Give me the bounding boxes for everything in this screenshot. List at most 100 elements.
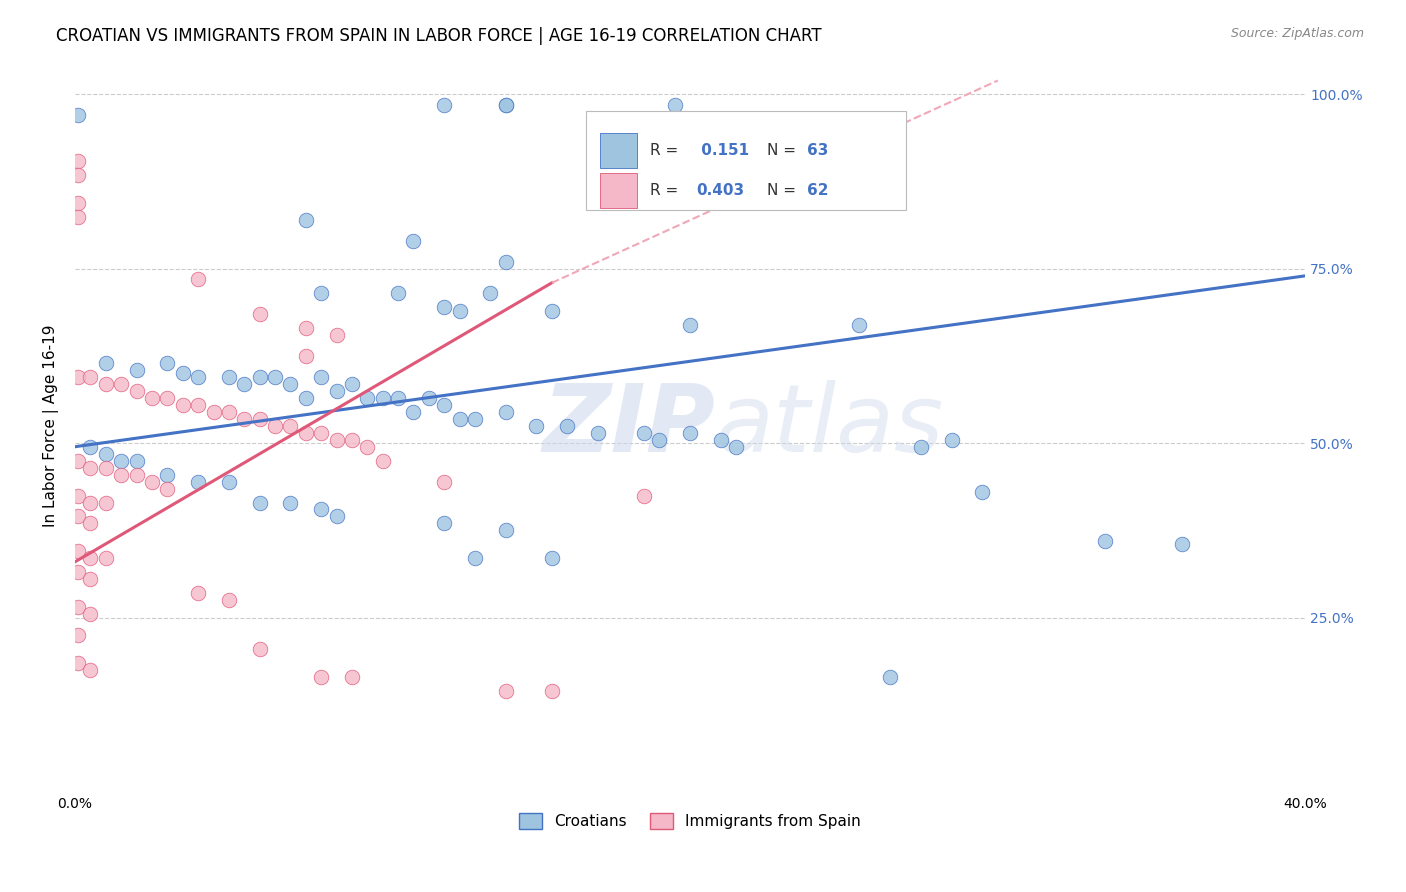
Point [264,418,287,433]
Point [172,367,194,381]
Point [449,303,471,318]
Point [1371,495,1393,509]
Point [233,376,256,391]
Point [125,363,148,377]
Point [371,391,394,405]
Point [294,391,316,405]
Point [633,425,655,440]
Point [67,370,90,384]
Point [495,524,517,538]
Text: 63: 63 [807,143,828,158]
Point [94,460,117,475]
Point [125,384,148,398]
Point [433,516,456,531]
Point [725,440,748,454]
Point [402,234,425,248]
Point [249,642,271,657]
Point [67,210,90,224]
Point [94,495,117,509]
Point [187,586,209,600]
Point [495,98,517,112]
Text: atlas: atlas [714,380,943,471]
Point [79,440,101,454]
Point [495,98,517,112]
Point [972,485,994,500]
Point [79,370,101,384]
Point [233,412,256,426]
Point [67,509,90,524]
Point [387,286,409,301]
Point [495,255,517,269]
Legend: Croatians, Immigrants from Spain: Croatians, Immigrants from Spain [513,807,868,836]
Point [309,425,332,440]
Point [67,195,90,210]
Point [1094,533,1116,548]
Point [294,349,316,363]
Text: N =: N = [766,143,800,158]
Point [187,398,209,412]
Point [433,300,456,314]
Point [125,467,148,482]
Point [218,475,240,489]
Point [433,475,456,489]
Point [94,376,117,391]
Point [495,683,517,698]
Point [187,475,209,489]
Point [294,321,316,335]
Point [464,412,486,426]
Point [294,213,316,227]
Text: Source: ZipAtlas.com: Source: ZipAtlas.com [1230,27,1364,40]
Y-axis label: In Labor Force | Age 16-19: In Labor Force | Age 16-19 [44,325,59,527]
Point [202,405,225,419]
Point [79,495,101,509]
Text: R =: R = [650,143,683,158]
Point [67,656,90,670]
Point [879,670,901,684]
Point [218,370,240,384]
Point [433,98,456,112]
Point [94,447,117,461]
Point [67,108,90,122]
Point [249,412,271,426]
Point [172,398,194,412]
Point [309,286,332,301]
Text: ZIP: ZIP [541,380,714,472]
Point [325,328,347,343]
Point [325,509,347,524]
Text: R =: R = [650,183,683,198]
Point [110,376,132,391]
Text: 0.151: 0.151 [696,143,749,158]
Point [156,391,179,405]
Point [67,628,90,642]
Point [110,453,132,467]
Point [1171,537,1194,551]
Point [402,405,425,419]
Point [218,405,240,419]
Point [648,433,671,447]
Point [664,98,686,112]
Point [79,460,101,475]
FancyBboxPatch shape [600,133,637,168]
Point [710,433,733,447]
Point [79,551,101,566]
Point [249,495,271,509]
Point [387,391,409,405]
Point [325,433,347,447]
Point [371,453,394,467]
Point [67,544,90,558]
Point [540,683,562,698]
Point [67,600,90,615]
Point [79,572,101,586]
Point [495,405,517,419]
Point [526,418,548,433]
Point [910,440,932,454]
Point [94,356,117,370]
Point [67,566,90,580]
Point [555,418,578,433]
FancyBboxPatch shape [600,173,637,208]
Point [479,286,502,301]
Point [249,307,271,321]
Point [67,168,90,182]
Point [586,425,609,440]
Point [294,425,316,440]
